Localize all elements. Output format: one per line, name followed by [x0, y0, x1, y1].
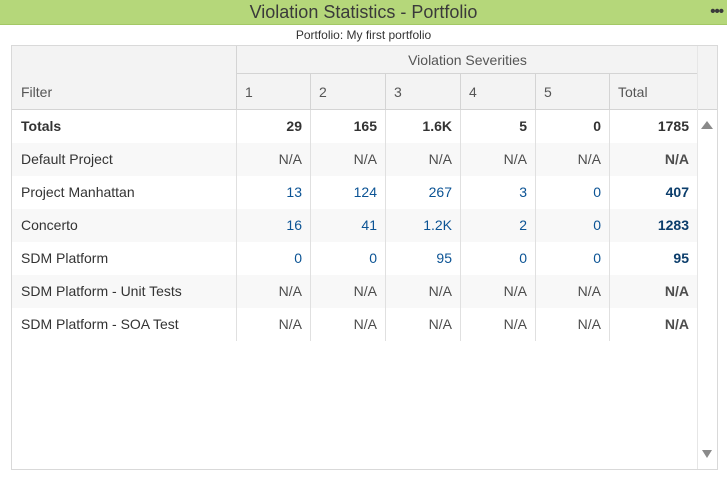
severity-1-cell[interactable]: 13	[237, 176, 311, 209]
severity-5-cell[interactable]: 0	[536, 242, 610, 275]
grid-header: Filter Violation Severities 1 2 3 4 5 Total	[12, 46, 698, 110]
portfolio-subtitle: Portfolio: My first portfolio	[295, 28, 432, 42]
column-header-total[interactable]: Total	[610, 74, 698, 110]
severity-4-cell: N/A	[461, 308, 536, 341]
widget-title-bar: Violation Statistics - Portfolio •••	[0, 0, 727, 25]
severity-3-cell[interactable]: 95	[386, 242, 461, 275]
column-header-label: 5	[544, 84, 552, 100]
table-row[interactable]: Concerto 16 41 1.2K 2 0 1283	[12, 209, 698, 242]
severity-1-cell[interactable]: 0	[237, 242, 311, 275]
violation-statistics-grid: Filter Violation Severities 1 2 3 4 5 Total T…	[11, 45, 718, 470]
severity-3-cell: N/A	[386, 275, 461, 308]
severity-2-cell: 165	[311, 110, 386, 143]
severity-1-cell: 29	[237, 110, 311, 143]
total-cell[interactable]: 407	[610, 176, 698, 209]
severity-2-cell[interactable]: 41	[311, 209, 386, 242]
row-filter-name: Project Manhattan	[12, 176, 237, 209]
column-header-label: 2	[319, 84, 327, 100]
column-header-filter-label: Filter	[21, 84, 53, 100]
severity-4-cell: N/A	[461, 143, 536, 176]
total-cell: N/A	[610, 275, 698, 308]
severity-5-cell: 0	[536, 110, 610, 143]
table-row[interactable]: SDM Platform 0 0 95 0 0 95	[12, 242, 698, 275]
severity-4-cell: N/A	[461, 275, 536, 308]
column-header-label: Total	[618, 84, 648, 100]
more-dots-icon[interactable]: •••	[710, 3, 724, 20]
severity-1-cell: N/A	[237, 143, 311, 176]
column-header-severity-1[interactable]: 1	[237, 74, 311, 110]
severity-3-cell[interactable]: 1.2K	[386, 209, 461, 242]
severity-5-cell: N/A	[536, 143, 610, 176]
severity-2-cell[interactable]: 0	[311, 242, 386, 275]
severity-5-cell: N/A	[536, 275, 610, 308]
scroll-down-arrow-icon[interactable]	[702, 450, 712, 458]
row-filter-name: Concerto	[12, 209, 237, 242]
severity-3-cell: N/A	[386, 308, 461, 341]
table-row[interactable]: SDM Platform - SOA Test N/A N/A N/A N/A N/A N/…	[12, 308, 698, 341]
column-header-filter[interactable]: Filter	[12, 46, 237, 110]
table-row[interactable]: Default Project N/A N/A N/A N/A N/A N/A	[12, 143, 698, 176]
table-row[interactable]: Project Manhattan 13 124 267 3 0 407	[12, 176, 698, 209]
scrollbar-header-spacer	[698, 46, 717, 110]
severity-2-cell: N/A	[311, 275, 386, 308]
column-header-severity-3[interactable]: 3	[386, 74, 461, 110]
severity-2-cell[interactable]: 124	[311, 176, 386, 209]
row-filter-name: SDM Platform - SOA Test	[12, 308, 237, 341]
total-cell: N/A	[610, 308, 698, 341]
row-filter-name: SDM Platform	[12, 242, 237, 275]
severity-2-cell: N/A	[311, 308, 386, 341]
severity-5-cell[interactable]: 0	[536, 209, 610, 242]
severity-1-cell[interactable]: 16	[237, 209, 311, 242]
severity-3-cell[interactable]: 267	[386, 176, 461, 209]
severity-2-cell: N/A	[311, 143, 386, 176]
column-header-label: 1	[245, 84, 253, 100]
total-cell: N/A	[610, 143, 698, 176]
severity-4-cell[interactable]: 2	[461, 209, 536, 242]
column-header-label: 3	[394, 84, 402, 100]
severity-3-cell: 1.6K	[386, 110, 461, 143]
column-header-severity-2[interactable]: 2	[311, 74, 386, 110]
column-header-severity-5[interactable]: 5	[536, 74, 610, 110]
severity-4-cell[interactable]: 3	[461, 176, 536, 209]
severity-5-cell[interactable]: 0	[536, 176, 610, 209]
severity-4-cell[interactable]: 0	[461, 242, 536, 275]
totals-label: Totals	[12, 110, 237, 143]
row-filter-name: SDM Platform - Unit Tests	[12, 275, 237, 308]
column-header-severity-4[interactable]: 4	[461, 74, 536, 110]
totals-row[interactable]: Totals 29 165 1.6K 5 0 1785	[12, 110, 698, 143]
widget-title: Violation Statistics - Portfolio	[249, 2, 478, 22]
severity-1-cell: N/A	[237, 308, 311, 341]
severity-4-cell: 5	[461, 110, 536, 143]
row-filter-name: Default Project	[12, 143, 237, 176]
total-cell[interactable]: 1283	[610, 209, 698, 242]
vertical-scrollbar[interactable]	[697, 46, 717, 469]
severity-3-cell: N/A	[386, 143, 461, 176]
scroll-up-arrow-icon[interactable]	[701, 121, 713, 129]
total-cell: 1785	[610, 110, 698, 143]
column-header-label: 4	[469, 84, 477, 100]
severity-1-cell: N/A	[237, 275, 311, 308]
severity-5-cell: N/A	[536, 308, 610, 341]
column-group-header-severities: Violation Severities	[237, 46, 698, 74]
table-row[interactable]: SDM Platform - Unit Tests N/A N/A N/A N/A N/A…	[12, 275, 698, 308]
total-cell[interactable]: 95	[610, 242, 698, 275]
